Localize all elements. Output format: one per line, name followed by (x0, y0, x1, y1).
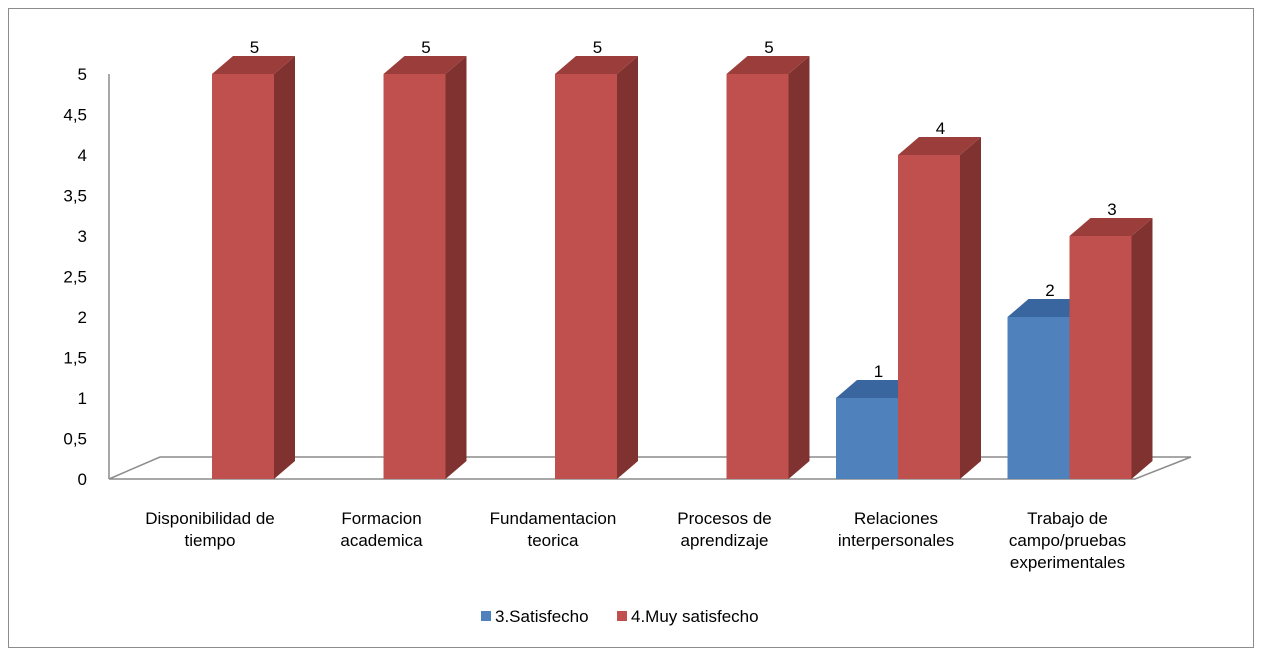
bar-side (617, 56, 638, 479)
bar-top (898, 137, 981, 155)
chart-floor (108, 456, 1192, 480)
x-category-label: teorica (527, 531, 579, 550)
legend-swatch (481, 611, 491, 621)
legend-swatch (617, 611, 627, 621)
bar-top (212, 56, 295, 74)
data-label: 5 (764, 38, 773, 57)
x-category-label: Procesos de (677, 509, 772, 528)
bar (383, 74, 446, 479)
y-tick-label: 2,5 (63, 268, 87, 287)
y-tick-label: 3,5 (63, 187, 87, 206)
data-label: 5 (421, 38, 430, 57)
bar (212, 74, 274, 479)
x-category-label: campo/pruebas (1009, 531, 1126, 550)
bar-top (555, 56, 638, 74)
bar (836, 398, 898, 479)
x-category-label: Disponibilidad de (145, 509, 274, 528)
bar-top (726, 56, 810, 74)
x-category-label: academica (340, 531, 423, 550)
legend-label: 4.Muy satisfecho (631, 607, 759, 626)
x-category-label: experimentales (1010, 553, 1125, 572)
data-label: 1 (874, 362, 883, 381)
legend-label: 3.Satisfecho (495, 607, 589, 626)
data-label: 4 (936, 119, 945, 138)
x-category-label: Trabajo de (1027, 509, 1108, 528)
y-tick-label: 1 (78, 389, 87, 408)
bar-top (1069, 218, 1153, 236)
x-category-label: aprendizaje (681, 531, 769, 550)
data-label: 2 (1045, 281, 1054, 300)
bar (726, 74, 789, 479)
bar-side (274, 56, 295, 479)
y-tick-label: 0 (78, 470, 87, 489)
bar-side (1131, 218, 1153, 479)
chart-area: 0 0,5 1 1,5 2 2,5 3 3,5 4 4,5 5 5 Disponibilidad de t… (8, 8, 1254, 648)
bar (555, 74, 617, 479)
data-label: 5 (250, 38, 259, 57)
bar (1007, 317, 1070, 479)
y-tick-label: 4 (78, 146, 87, 165)
x-category-label: interpersonales (838, 531, 954, 550)
x-category-label: Formacion (341, 509, 421, 528)
bar-side (788, 56, 810, 479)
bar-top (383, 56, 467, 74)
y-tick-label: 5 (78, 65, 87, 84)
bar (898, 155, 960, 479)
y-tick-label: 1,5 (63, 349, 87, 368)
y-tick-label: 0,5 (63, 430, 87, 449)
bar-side (960, 137, 981, 479)
data-label: 3 (1107, 200, 1116, 219)
y-tick-label: 2 (78, 308, 87, 327)
y-tick-label: 4,5 (63, 106, 87, 125)
x-category-label: Fundamentacion (490, 509, 617, 528)
x-category-label: Relaciones (854, 509, 938, 528)
x-category-label: tiempo (184, 531, 235, 550)
data-label: 5 (593, 38, 602, 57)
bar (1069, 236, 1132, 479)
chart-plot: 0 0,5 1 1,5 2 2,5 3 3,5 4 4,5 5 5 Disponibilidad de t… (63, 38, 1192, 626)
bar-side (445, 56, 467, 479)
y-tick-label: 3 (78, 227, 87, 246)
